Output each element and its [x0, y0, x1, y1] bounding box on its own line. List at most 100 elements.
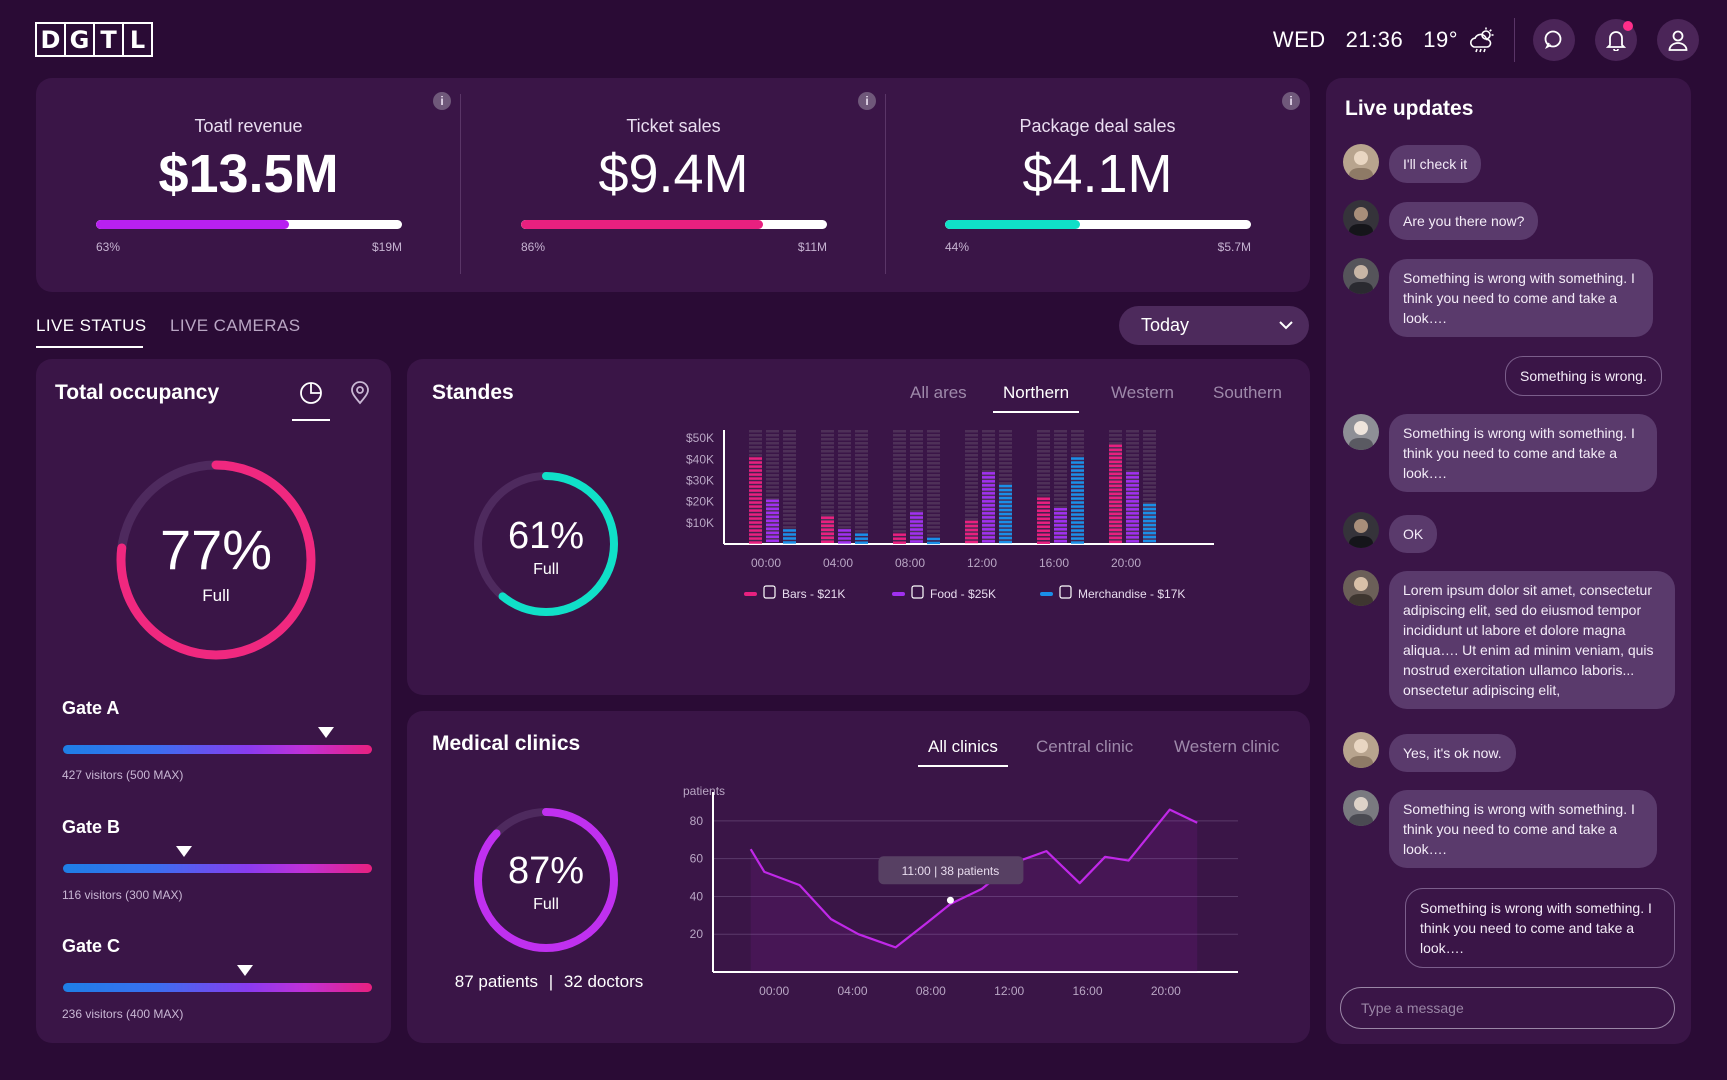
- info-icon[interactable]: i: [1282, 92, 1300, 110]
- bar-track-segment: [1037, 458, 1050, 461]
- bar-track-segment: [1126, 510, 1139, 513]
- bar-track-segment: [783, 478, 796, 481]
- notifications-button[interactable]: [1595, 19, 1637, 61]
- pie-chart-view-button[interactable]: [292, 380, 330, 421]
- bar-track-segment: [1143, 510, 1156, 513]
- bar-segment: [982, 472, 995, 475]
- bar-segment: [1037, 525, 1050, 528]
- bar-track-segment: [821, 526, 834, 529]
- bar-track-segment: [783, 482, 796, 485]
- bar-track-segment: [1126, 458, 1139, 461]
- bar-track-segment: [821, 502, 834, 505]
- bar-track-segment: [783, 446, 796, 449]
- bar-track-segment: [927, 458, 940, 461]
- bar-track-segment: [910, 434, 923, 437]
- info-icon[interactable]: i: [858, 92, 876, 110]
- medical-filter-central[interactable]: Central clinic: [1036, 737, 1134, 756]
- avatar[interactable]: [1343, 414, 1379, 450]
- bar-segment: [1143, 539, 1156, 543]
- bar-track-segment: [910, 530, 923, 533]
- bar-track-segment: [1109, 498, 1122, 501]
- bar-track-segment: [1054, 446, 1067, 449]
- temperature-label: 19°: [1423, 27, 1458, 52]
- bar-track-segment: [965, 474, 978, 477]
- info-icon[interactable]: i: [433, 92, 451, 110]
- bar-segment: [1071, 469, 1084, 472]
- bar-segment: [749, 521, 762, 524]
- bar-track-segment: [838, 454, 851, 457]
- bar-segment: [999, 532, 1012, 536]
- bar-track-segment: [821, 486, 834, 489]
- profile-button[interactable]: [1657, 19, 1699, 61]
- map-view-button[interactable]: [350, 381, 370, 410]
- avatar[interactable]: [1343, 200, 1379, 236]
- bar-track-segment: [838, 526, 851, 529]
- bar-segment: [838, 541, 851, 544]
- avatar[interactable]: [1343, 512, 1379, 548]
- bar-segment: [1071, 521, 1084, 524]
- bar-track-segment: [855, 526, 868, 529]
- bar-segment: [999, 488, 1012, 492]
- avatar[interactable]: [1343, 732, 1379, 768]
- bar-segment: [965, 532, 978, 536]
- bar-segment: [1126, 480, 1139, 483]
- bar-track-segment: [1143, 534, 1156, 537]
- bar-segment: [1071, 457, 1084, 460]
- bar-track-segment: [999, 458, 1012, 461]
- stands-filter-northern[interactable]: Northern: [993, 383, 1080, 413]
- bar-track-segment: [982, 450, 995, 453]
- bar-segment: [999, 496, 1012, 500]
- bar-track-segment: [910, 502, 923, 505]
- bar-segment: [1071, 513, 1084, 516]
- kpi-percent: 86%: [521, 240, 546, 254]
- bar-segment: [766, 527, 779, 531]
- bar-track-segment: [927, 510, 940, 513]
- avatar[interactable]: [1343, 258, 1379, 294]
- bar-track-segment: [893, 526, 906, 529]
- avatar[interactable]: [1343, 790, 1379, 826]
- stands-filter-all[interactable]: All ares: [910, 383, 967, 402]
- legend-icon: [1059, 585, 1072, 599]
- bar-segment: [1126, 532, 1139, 535]
- bar-track-segment: [927, 430, 940, 433]
- stands-percent: 61%: [507, 515, 585, 557]
- gate-b-label: Gate B: [62, 817, 121, 837]
- bar-segment: [1126, 508, 1139, 511]
- chat-message-input[interactable]: [1340, 987, 1675, 1029]
- legend-label: Food - $25K: [930, 587, 996, 601]
- medical-ring: [474, 808, 618, 952]
- bar-track-segment: [1143, 446, 1156, 449]
- stands-filter-western[interactable]: Western: [1111, 383, 1174, 402]
- bar-track-segment: [838, 482, 851, 485]
- bar-segment: [893, 541, 906, 544]
- bar-track-segment: [783, 430, 796, 433]
- location-pin-icon: [350, 381, 370, 405]
- avatar[interactable]: [1343, 570, 1379, 606]
- bar-track-segment: [893, 506, 906, 509]
- medical-filter-all[interactable]: All clinics: [918, 737, 1008, 767]
- app-logo[interactable]: D G T L: [35, 22, 153, 57]
- date-range-select[interactable]: Today: [1119, 306, 1309, 345]
- bar-track-segment: [893, 498, 906, 501]
- bar-track-segment: [999, 442, 1012, 445]
- bar-track-segment: [910, 510, 923, 513]
- bar-track-segment: [965, 538, 978, 541]
- bar-track-segment: [783, 502, 796, 505]
- tab-live-status[interactable]: LIVE STATUS: [36, 316, 147, 348]
- bar-track-segment: [982, 434, 995, 437]
- bar-track-segment: [783, 438, 796, 441]
- bar-track-segment: [982, 474, 995, 477]
- bar-track-segment: [1071, 454, 1084, 457]
- bar-segment: [982, 520, 995, 523]
- medical-filter-western[interactable]: Western clinic: [1174, 737, 1280, 756]
- bar-track-segment: [1109, 482, 1122, 485]
- search-button[interactable]: [1533, 19, 1575, 61]
- bar-track-segment: [965, 494, 978, 497]
- bar-segment: [1126, 484, 1139, 487]
- bar-track-segment: [999, 470, 1012, 473]
- avatar[interactable]: [1343, 144, 1379, 180]
- stands-filter-southern[interactable]: Southern: [1213, 383, 1282, 402]
- tab-live-cameras[interactable]: LIVE CAMERAS: [170, 316, 300, 336]
- chat-message: Something is wrong with something. I thi…: [1389, 414, 1657, 492]
- bar-segment: [982, 536, 995, 539]
